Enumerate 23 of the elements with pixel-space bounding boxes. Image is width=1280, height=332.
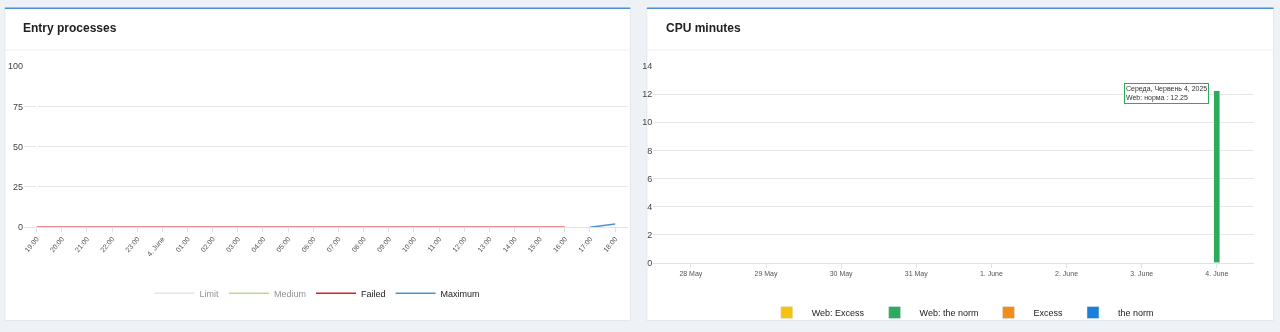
y-tick-label: 0 [647, 257, 653, 268]
y-tick-label: 4 [647, 201, 653, 212]
legend-label: the norm [1117, 308, 1154, 319]
y-tick-label: 100 [7, 61, 24, 72]
y-tick-label: 2 [647, 229, 653, 240]
y-tick-label: 12 [642, 89, 653, 100]
y-tick-label: 50 [13, 141, 24, 152]
legend-label: Medium [274, 288, 307, 299]
legend-label: Maximum [440, 288, 480, 299]
legend-label: Failed [361, 288, 386, 299]
legend-label: Limit [199, 288, 220, 299]
y-tick-label: 6 [647, 173, 653, 184]
legend-label: Web: Excess [811, 308, 865, 319]
y-tick-label: 8 [647, 145, 653, 156]
y-tick-label: 10 [642, 117, 653, 128]
y-tick-label: 25 [13, 182, 24, 193]
chart-title: CPU minutes [666, 21, 741, 35]
chart-title: Entry processes [23, 21, 117, 35]
y-tick-label: 75 [13, 101, 24, 112]
y-tick-label: 0 [18, 222, 24, 233]
legend-label: Web: the norm [919, 308, 979, 319]
y-tick-label: 14 [642, 61, 653, 72]
legend-label: Excess [1033, 308, 1063, 319]
